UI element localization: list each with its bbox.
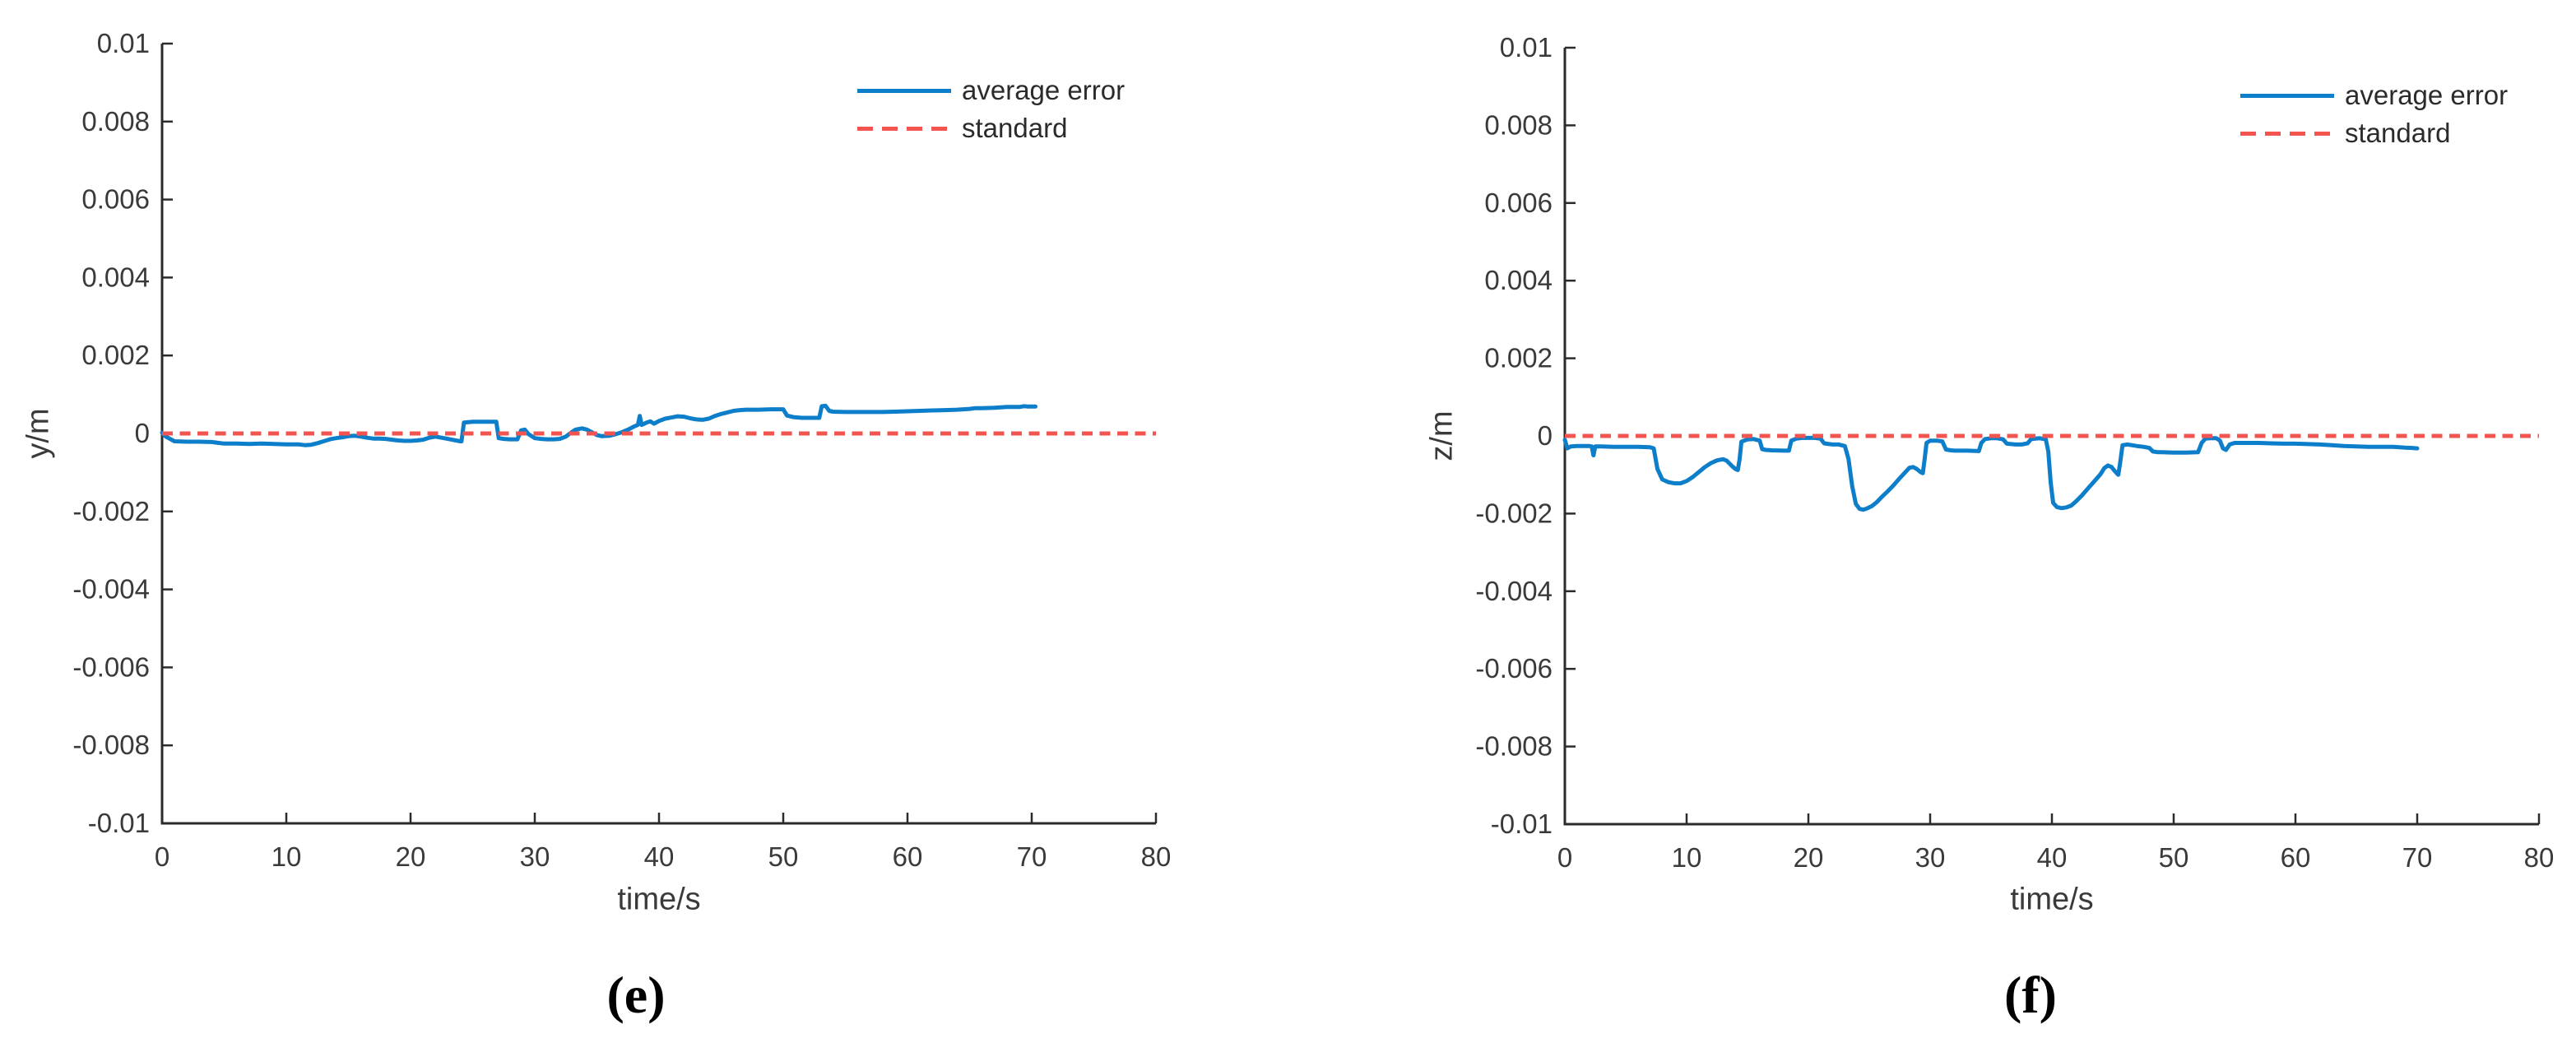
svg-text:80: 80 xyxy=(1141,841,1172,872)
dashed-line-swatch xyxy=(2240,131,2334,136)
y-axis-label-e: y/m xyxy=(21,408,56,459)
svg-text:0.004: 0.004 xyxy=(81,262,150,292)
svg-text:80: 80 xyxy=(2524,842,2555,873)
legend-e: average error standard xyxy=(857,75,1126,143)
svg-text:20: 20 xyxy=(396,841,426,872)
dashed-line-swatch xyxy=(857,126,951,131)
svg-text:60: 60 xyxy=(893,841,923,872)
svg-text:70: 70 xyxy=(1017,841,1047,872)
legend-label-average-error: average error xyxy=(962,75,1126,105)
svg-text:50: 50 xyxy=(768,841,799,872)
panel-caption-f: (f) xyxy=(2004,966,2057,1024)
legend-f: average error standard xyxy=(2240,80,2509,148)
svg-text:-0.008: -0.008 xyxy=(72,730,150,760)
solid-line-swatch xyxy=(2240,93,2334,98)
svg-text:-0.004: -0.004 xyxy=(1475,576,1553,606)
svg-text:-0.01: -0.01 xyxy=(1491,809,1553,839)
panel-caption-e: (e) xyxy=(606,966,666,1024)
svg-text:-0.006: -0.006 xyxy=(72,651,150,682)
legend-row-standard: standard xyxy=(857,113,1125,143)
svg-text:0.004: 0.004 xyxy=(1484,265,1553,295)
svg-text:0.002: 0.002 xyxy=(1484,343,1553,373)
svg-text:-0.006: -0.006 xyxy=(1475,653,1553,684)
svg-text:0: 0 xyxy=(1538,420,1553,451)
svg-text:30: 30 xyxy=(520,841,550,872)
svg-text:40: 40 xyxy=(2037,842,2068,873)
svg-text:70: 70 xyxy=(2402,842,2433,873)
svg-text:20: 20 xyxy=(1794,842,1824,873)
legend-row-standard: standard xyxy=(2240,118,2508,148)
legend-label-standard: standard xyxy=(2345,118,2451,148)
solid-line-swatch xyxy=(857,88,951,93)
legend-label-standard: standard xyxy=(962,113,1068,143)
svg-text:0.002: 0.002 xyxy=(81,340,150,370)
svg-text:0.006: 0.006 xyxy=(81,184,150,215)
x-axis-label-f: time/s xyxy=(2010,882,2094,917)
svg-text:0: 0 xyxy=(1557,842,1572,873)
y-axis-label-f: z/m xyxy=(1424,410,1460,461)
svg-text:-0.01: -0.01 xyxy=(88,808,150,838)
svg-text:-0.004: -0.004 xyxy=(72,574,150,605)
svg-text:-0.002: -0.002 xyxy=(1475,498,1553,528)
svg-text:50: 50 xyxy=(2159,842,2189,873)
legend-row-average-error: average error xyxy=(2240,80,2509,110)
svg-text:10: 10 xyxy=(272,841,302,872)
svg-text:0.008: 0.008 xyxy=(1484,109,1553,140)
legend-row-average-error: average error xyxy=(857,75,1126,105)
svg-text:-0.002: -0.002 xyxy=(72,496,150,526)
svg-text:0.01: 0.01 xyxy=(1500,32,1553,63)
svg-text:0.01: 0.01 xyxy=(97,28,150,58)
svg-text:30: 30 xyxy=(1915,842,1946,873)
svg-text:-0.008: -0.008 xyxy=(1475,731,1553,762)
svg-text:60: 60 xyxy=(2281,842,2311,873)
legend-label-average-error: average error xyxy=(2345,80,2509,110)
svg-text:0.008: 0.008 xyxy=(81,106,150,137)
svg-text:10: 10 xyxy=(1672,842,1702,873)
svg-text:0: 0 xyxy=(155,841,169,872)
svg-text:0: 0 xyxy=(135,418,150,448)
x-axis-label-e: time/s xyxy=(617,882,701,917)
svg-text:40: 40 xyxy=(644,841,675,872)
svg-text:0.006: 0.006 xyxy=(1484,188,1553,218)
